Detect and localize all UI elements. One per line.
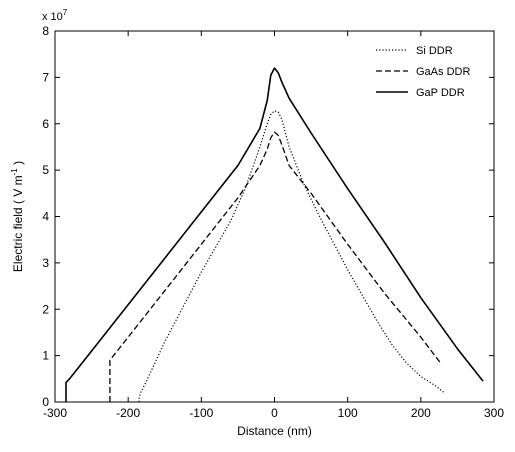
x-tick-label: 300 <box>484 406 504 420</box>
x-tick-label: -200 <box>116 406 140 420</box>
x-axis-label: Distance (nm) <box>237 424 312 438</box>
x-tick-label: 200 <box>411 406 431 420</box>
y-tick-label: 8 <box>42 24 49 38</box>
x-tick-label: -100 <box>189 406 213 420</box>
x-tick-label: 100 <box>338 406 358 420</box>
legend: Si DDR GaAs DDR GaP DDR <box>370 38 488 107</box>
axis-ticks <box>54 30 495 403</box>
legend-label: GaAs DDR <box>416 66 470 78</box>
y-axis-label-end: ) <box>11 161 25 168</box>
y-tick-label: 7 <box>42 70 49 84</box>
y-axis-exponent-base: x 10 <box>42 11 63 23</box>
x-tick-label: -300 <box>43 406 67 420</box>
y-axis-label-main: Electric field ( V m <box>11 175 25 272</box>
y-axis-label: Electric field ( V m-1 ) <box>10 161 25 272</box>
y-tick-label: 6 <box>42 117 49 131</box>
y-tick-label: 1 <box>42 349 49 363</box>
y-tick-label: 4 <box>42 210 49 224</box>
y-tick-label: 2 <box>42 302 49 316</box>
series-lines <box>65 67 484 402</box>
y-axis-exponent: x 107 <box>42 8 68 23</box>
x-tick-label: 0 <box>271 406 278 420</box>
tick-labels: -300 -200 -100 0 100 200 300 0 1 2 3 4 5 6 7 8 <box>42 24 504 420</box>
legend-label: Si DDR <box>416 45 453 57</box>
series-line-gaas-ddr <box>109 131 442 402</box>
y-tick-label: 5 <box>42 163 49 177</box>
y-axis-label-superscript: -1 <box>10 168 19 176</box>
y-tick-label: 3 <box>42 256 49 270</box>
series-line-gap-ddr <box>65 67 484 402</box>
y-tick-label: 0 <box>42 395 49 409</box>
y-axis-exponent-power: 7 <box>63 8 68 17</box>
legend-label: GaP DDR <box>416 87 465 99</box>
